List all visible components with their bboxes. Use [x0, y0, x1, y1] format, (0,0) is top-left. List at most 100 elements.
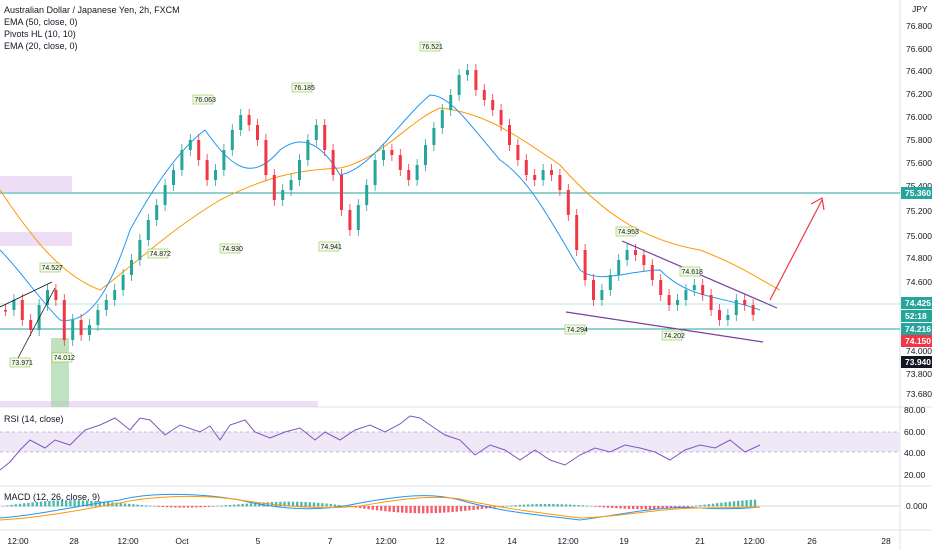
symbol-title[interactable]: Australian Dollar / Japanese Yen, 2h, FX… — [4, 5, 180, 15]
macd-bar — [312, 502, 316, 507]
candle-body — [256, 125, 259, 140]
macd-bar — [367, 506, 370, 510]
macd-bar — [422, 506, 425, 514]
macd-bar — [6, 505, 9, 507]
macd-bar — [228, 504, 232, 507]
macd-bar — [81, 500, 85, 507]
macd-histogram — [2, 499, 757, 514]
macd-bar — [90, 500, 93, 507]
macd-bar — [2, 506, 5, 507]
macd-bar — [300, 501, 303, 507]
time-tick: 21 — [695, 536, 705, 546]
macd-bar — [682, 506, 685, 508]
macd-bar — [539, 503, 542, 507]
candle-body — [692, 285, 696, 290]
price-tick: 74.000 — [906, 346, 932, 356]
macd-bar — [548, 503, 551, 507]
candle-body — [163, 185, 167, 205]
price-tag — [901, 310, 932, 322]
macd-bar — [73, 500, 76, 507]
macd-bar — [39, 501, 43, 507]
candle-body — [415, 165, 419, 180]
ema-50-line — [0, 107, 781, 291]
macd-bar — [564, 504, 568, 507]
macd-bar — [485, 506, 488, 509]
macd-bar — [636, 506, 639, 510]
indicator-pivots[interactable]: Pivots HL (10, 10) — [4, 29, 76, 39]
pivot-label — [615, 226, 637, 237]
legend-main: Australian Dollar / Japanese Yen, 2h, FX… — [4, 4, 180, 52]
indicator-ema50[interactable]: EMA (50, close, 0) — [4, 17, 78, 27]
candle-body — [600, 290, 604, 300]
macd-bar — [632, 506, 635, 510]
candle-body — [701, 285, 705, 295]
candle-body — [20, 300, 24, 320]
macd-bar — [686, 506, 689, 508]
candle-body — [667, 295, 671, 305]
indicator-ema20[interactable]: EMA (20, close, 0) — [4, 41, 78, 51]
candle-body — [608, 275, 612, 290]
macd-bar — [27, 502, 30, 507]
macd-bar — [287, 501, 290, 507]
candle-body — [592, 280, 595, 300]
macd-bar — [23, 503, 26, 507]
macd-bar — [501, 506, 505, 507]
macd-bar — [86, 500, 89, 507]
macd-bar — [711, 503, 715, 507]
pivot-label — [318, 241, 340, 252]
candle-body — [356, 205, 360, 230]
macd-bar — [149, 505, 152, 507]
price-tag-text: 74.216 — [905, 324, 931, 334]
macd-bar — [573, 504, 576, 507]
macd-bar — [619, 506, 622, 509]
macd-bar — [140, 505, 143, 507]
macd-bar — [396, 506, 400, 513]
macd-bar — [296, 501, 299, 507]
macd-bar — [308, 502, 311, 507]
price-tick: 75.200 — [906, 206, 932, 216]
macd-bar — [56, 500, 59, 507]
pivot-label-text: 76.185 — [294, 85, 316, 92]
macd-bar — [543, 503, 547, 507]
macd-bar — [577, 505, 580, 507]
candle-body — [289, 180, 293, 190]
time-tick: 28 — [69, 536, 79, 546]
macd-bar — [657, 506, 660, 510]
candle-body — [491, 100, 495, 110]
price-tick: 76.400 — [906, 66, 932, 76]
time-tick: 12:00 — [117, 536, 139, 546]
macd-bar — [468, 506, 471, 511]
macd-bar — [212, 506, 215, 507]
macd-bar — [732, 501, 736, 507]
candle-body — [197, 140, 201, 160]
macd-bar — [623, 506, 626, 509]
macd-label[interactable]: MACD (12, 26, close, 9) — [4, 492, 101, 502]
price-tag — [901, 356, 932, 368]
candle-body — [373, 160, 377, 185]
candle-body — [499, 110, 503, 125]
candle-body — [659, 280, 663, 295]
macd-bar — [216, 505, 219, 507]
candle-body — [340, 175, 343, 210]
macd-bar — [606, 506, 610, 508]
macd-bar — [703, 504, 706, 507]
candle-body — [88, 325, 91, 335]
macd-bar — [699, 505, 702, 507]
price-tag-text: 75.360 — [905, 188, 931, 198]
price-tick: 75.400 — [906, 181, 932, 191]
macd-bar — [489, 506, 492, 509]
price-tick: 74.600 — [906, 277, 932, 287]
macd-signal-line — [0, 495, 761, 521]
macd-bar — [333, 504, 337, 507]
macd-bar — [737, 500, 740, 507]
macd-bar — [724, 502, 727, 507]
candle-body — [54, 290, 58, 300]
macd-bar — [157, 506, 160, 507]
macd-bar — [741, 500, 744, 507]
macd-bar — [611, 506, 614, 509]
candle-body — [314, 125, 318, 140]
candle-body — [188, 140, 192, 150]
rsi-label[interactable]: RSI (14, close) — [4, 414, 64, 424]
macd-bar — [707, 504, 710, 507]
